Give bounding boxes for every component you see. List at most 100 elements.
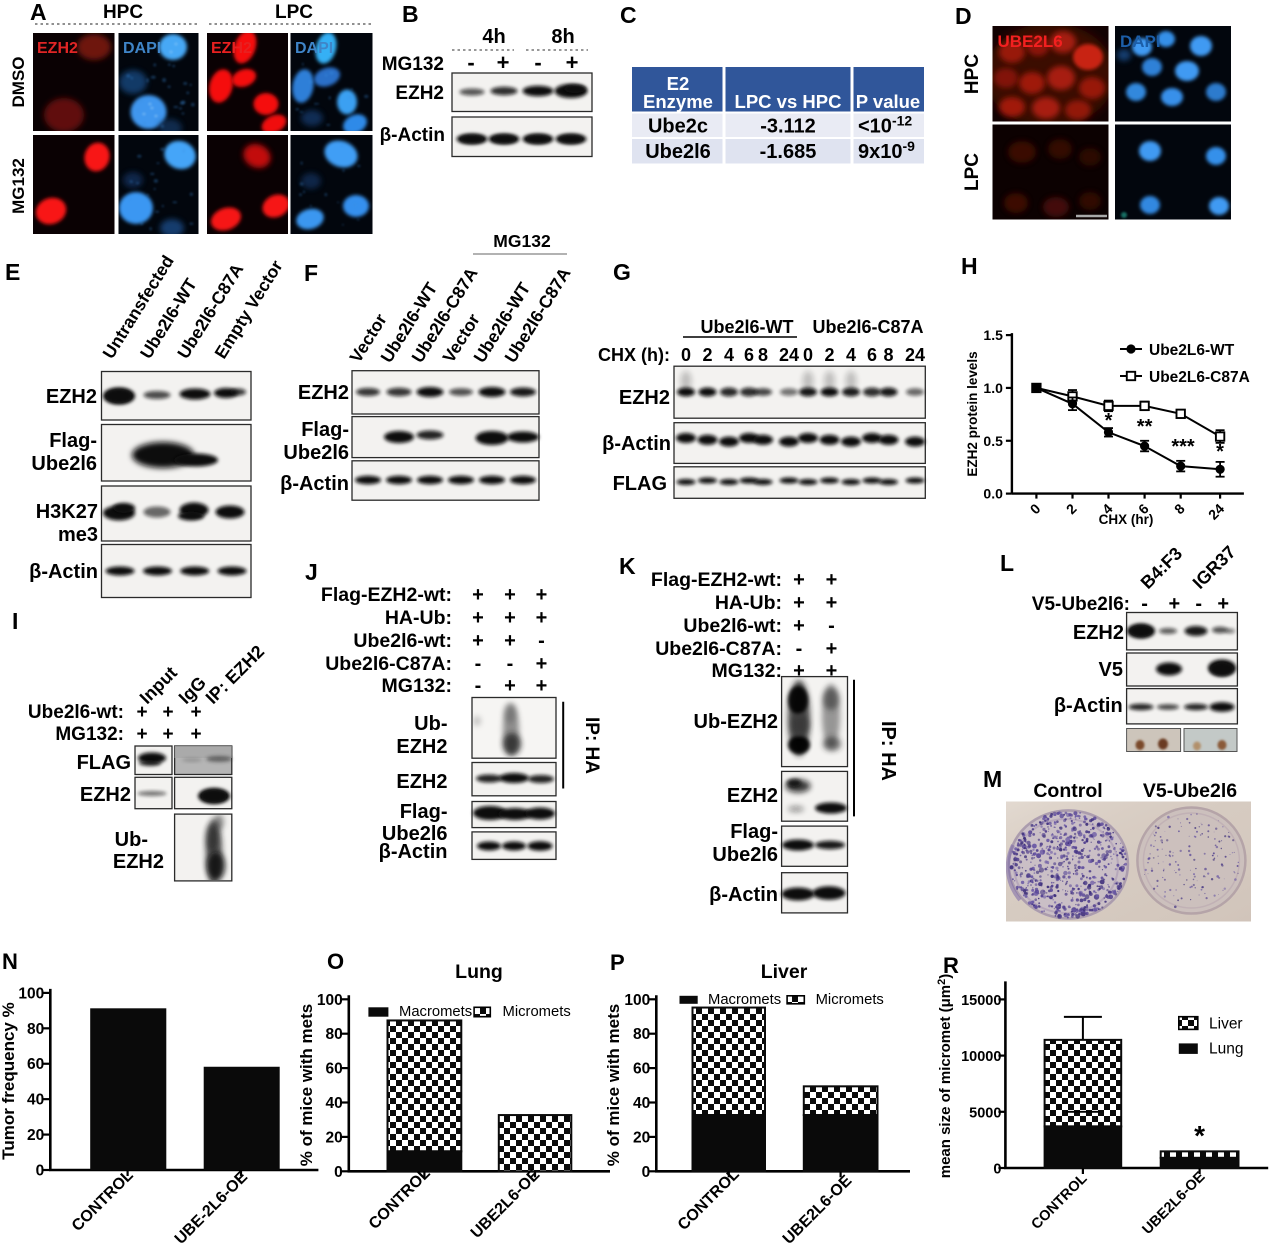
- svg-text:F: F: [304, 260, 318, 286]
- svg-text:Ube2l6-wt:: Ube2l6-wt:: [683, 615, 782, 637]
- svg-text:100: 100: [18, 985, 44, 1002]
- svg-text:β-Actin: β-Actin: [1054, 695, 1123, 717]
- svg-text:+: +: [504, 584, 516, 606]
- svg-text:+: +: [793, 615, 805, 637]
- svg-text:Ube2L6-C87A: Ube2L6-C87A: [1149, 369, 1250, 386]
- svg-text:4: 4: [724, 345, 734, 365]
- svg-text:Liver: Liver: [761, 961, 808, 983]
- svg-text:MG132: MG132: [9, 158, 28, 214]
- svg-text:Ube2l6: Ube2l6: [712, 844, 778, 866]
- svg-text:FLAG: FLAG: [613, 473, 667, 495]
- svg-text:-: -: [534, 50, 541, 75]
- svg-text:Flag-: Flag-: [730, 821, 778, 843]
- svg-text:LPC: LPC: [962, 153, 983, 191]
- svg-text:J: J: [305, 559, 318, 585]
- svg-text:-: -: [1141, 593, 1148, 615]
- svg-text:N: N: [2, 949, 18, 974]
- svg-text:EZH2: EZH2: [37, 40, 78, 57]
- svg-text:B: B: [402, 1, 419, 27]
- svg-text:+: +: [504, 675, 516, 697]
- svg-text:MG132:: MG132:: [712, 660, 782, 682]
- svg-text:24: 24: [905, 345, 925, 365]
- svg-text:80: 80: [326, 1026, 343, 1043]
- svg-text:+: +: [536, 607, 548, 629]
- svg-text:8: 8: [758, 345, 768, 365]
- svg-text:8h: 8h: [551, 26, 574, 48]
- svg-text:Ub-: Ub-: [115, 829, 148, 851]
- svg-text:Ube2l6-wt:: Ube2l6-wt:: [28, 702, 124, 723]
- svg-text:% of mice with mets: % of mice with mets: [604, 1004, 623, 1166]
- svg-text:80: 80: [633, 1026, 650, 1043]
- svg-text:Ube2l6-C87A:: Ube2l6-C87A:: [655, 638, 782, 660]
- svg-text:*: *: [1194, 1120, 1205, 1151]
- svg-text:EZH2: EZH2: [1073, 622, 1124, 644]
- svg-text:+: +: [793, 660, 805, 682]
- svg-text:+: +: [190, 724, 201, 745]
- svg-text:*: *: [1216, 441, 1224, 463]
- svg-text:EZH2: EZH2: [727, 785, 778, 807]
- svg-text:A: A: [30, 0, 47, 25]
- svg-text:Micromets: Micromets: [816, 992, 884, 1008]
- svg-text:0: 0: [642, 1164, 651, 1181]
- svg-text:Macromets: Macromets: [708, 992, 781, 1008]
- svg-text:V5-Ube2l6: V5-Ube2l6: [1143, 780, 1237, 802]
- svg-text:***: ***: [1171, 436, 1195, 458]
- svg-text:80: 80: [27, 1021, 44, 1038]
- svg-text:-: -: [828, 615, 835, 637]
- svg-text:Ube2l6-C87A:: Ube2l6-C87A:: [325, 653, 452, 675]
- svg-text:Lung: Lung: [1209, 1041, 1243, 1058]
- svg-text:EZH2: EZH2: [113, 851, 164, 873]
- svg-text:β-Actin: β-Actin: [29, 561, 98, 583]
- svg-text:EZH2 protein levels: EZH2 protein levels: [965, 351, 980, 476]
- svg-text:**: **: [1137, 416, 1153, 438]
- svg-text:Enzyme: Enzyme: [643, 91, 713, 112]
- svg-text:Tumor frequency %: Tumor frequency %: [0, 1002, 18, 1159]
- svg-text:P: P: [610, 950, 625, 975]
- svg-text:6: 6: [744, 345, 754, 365]
- svg-text:0: 0: [681, 345, 691, 365]
- svg-text:Ube2l6-wt:: Ube2l6-wt:: [353, 630, 452, 652]
- svg-text:M: M: [983, 766, 1002, 792]
- svg-text:+: +: [497, 50, 510, 75]
- svg-text:+: +: [566, 50, 579, 75]
- svg-text:0.5: 0.5: [983, 433, 1003, 449]
- svg-text:Flag-EZH2-wt:: Flag-EZH2-wt:: [321, 584, 452, 606]
- svg-text:LPC vs HPC: LPC vs HPC: [735, 91, 842, 112]
- svg-text:MG132: MG132: [382, 54, 444, 75]
- svg-text:Ub-EZH2: Ub-EZH2: [694, 711, 778, 733]
- svg-text:+: +: [536, 653, 548, 675]
- svg-text:+: +: [136, 724, 147, 745]
- svg-text:DMSO: DMSO: [9, 57, 28, 108]
- svg-text:+: +: [826, 569, 838, 591]
- svg-text:H3K27: H3K27: [36, 501, 98, 523]
- svg-text:EZH2: EZH2: [619, 387, 670, 409]
- svg-text:Flag-: Flag-: [49, 430, 97, 452]
- svg-text:DAPI: DAPI: [123, 40, 161, 57]
- svg-text:-: -: [1195, 593, 1202, 615]
- svg-text:+: +: [504, 607, 516, 629]
- svg-text:H: H: [961, 253, 978, 279]
- svg-text:D: D: [955, 3, 972, 29]
- svg-text:15000: 15000: [961, 993, 1001, 1009]
- svg-text:UBE2L6: UBE2L6: [998, 32, 1063, 51]
- svg-text:*: *: [1105, 410, 1113, 432]
- svg-text:Ube2l6: Ube2l6: [645, 141, 711, 163]
- svg-text:4: 4: [846, 345, 856, 365]
- svg-text:-3.112: -3.112: [760, 116, 816, 138]
- svg-text:+: +: [190, 702, 201, 723]
- svg-text:E2: E2: [667, 73, 690, 94]
- svg-text:+: +: [1217, 593, 1229, 615]
- svg-text:Ube2l6: Ube2l6: [31, 453, 97, 475]
- svg-text:60: 60: [326, 1061, 343, 1078]
- svg-text:Ub-: Ub-: [414, 713, 447, 735]
- svg-text:40: 40: [27, 1092, 44, 1109]
- svg-text:4h: 4h: [482, 26, 505, 48]
- svg-text:-: -: [467, 50, 474, 75]
- svg-text:40: 40: [633, 1095, 650, 1112]
- svg-text:60: 60: [27, 1056, 44, 1073]
- svg-text:+: +: [826, 638, 838, 660]
- svg-text:R: R: [943, 953, 959, 978]
- svg-text:+: +: [793, 569, 805, 591]
- svg-text:P value: P value: [856, 91, 920, 112]
- svg-text:EZH2: EZH2: [396, 771, 447, 793]
